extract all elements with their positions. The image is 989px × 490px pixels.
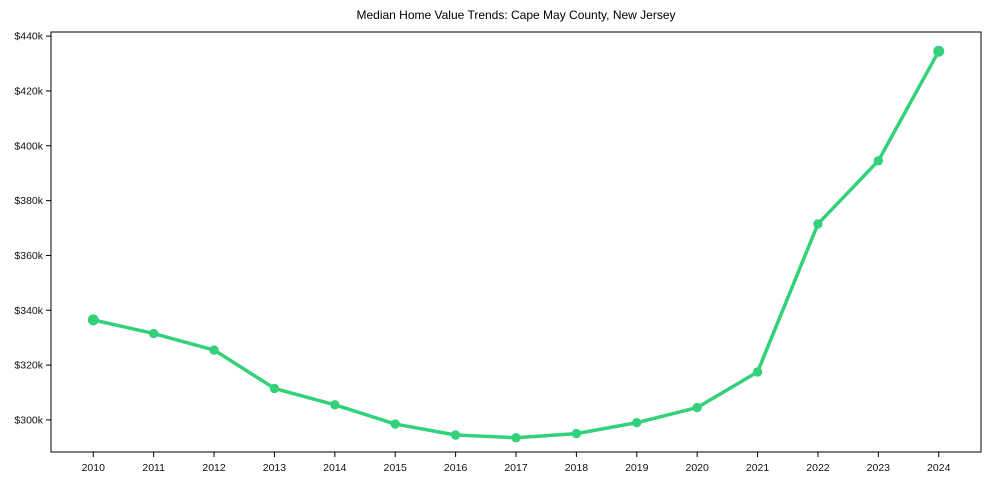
x-tick-label: 2023	[867, 462, 891, 474]
data-point-marker	[87, 314, 99, 326]
y-tick-label: $300k	[14, 414, 43, 426]
x-tick-label: 2010	[82, 462, 106, 474]
x-tick-label: 2020	[685, 462, 709, 474]
data-point-marker	[269, 383, 280, 394]
x-tick-label: 2022	[806, 462, 830, 474]
chart-title: Median Home Value Trends: Cape May Count…	[356, 8, 676, 22]
x-tick-label: 2018	[565, 462, 589, 474]
data-point-marker	[692, 402, 702, 413]
y-tick-label: $340k	[14, 305, 43, 317]
data-point-marker	[511, 433, 521, 443]
x-tick-label: 2021	[746, 462, 770, 474]
y-tick-label: $440k	[14, 31, 43, 43]
data-point-marker	[752, 367, 763, 377]
data-point-marker	[933, 45, 945, 57]
y-tick-label: $360k	[14, 250, 43, 262]
data-point-marker	[813, 219, 823, 229]
plot-border	[50, 31, 982, 453]
x-tick-label: 2024	[927, 462, 951, 474]
x-tick-label: 2012	[202, 462, 226, 474]
x-tick-label: 2014	[323, 462, 347, 474]
y-tick-label: $320k	[14, 360, 43, 372]
data-point-marker	[209, 345, 219, 355]
x-tick-label: 2011	[142, 462, 165, 474]
data-point-marker	[571, 428, 582, 439]
data-point-marker	[450, 430, 461, 440]
data-point-marker	[148, 328, 159, 339]
data-point-marker	[632, 417, 642, 428]
y-tick-label: $400k	[14, 140, 43, 152]
y-tick-label: $380k	[14, 195, 43, 207]
x-tick-label: 2017	[504, 462, 528, 474]
data-line	[91, 49, 941, 440]
x-tick-label: 2015	[384, 462, 408, 474]
data-point-marker	[330, 400, 340, 410]
x-tick-label: 2013	[263, 462, 287, 474]
x-tick-label: 2016	[444, 462, 468, 474]
y-tick-label: $420k	[14, 85, 43, 97]
data-point-marker	[390, 419, 400, 429]
data-point-marker	[873, 156, 884, 166]
x-tick-label: 2019	[625, 462, 649, 474]
